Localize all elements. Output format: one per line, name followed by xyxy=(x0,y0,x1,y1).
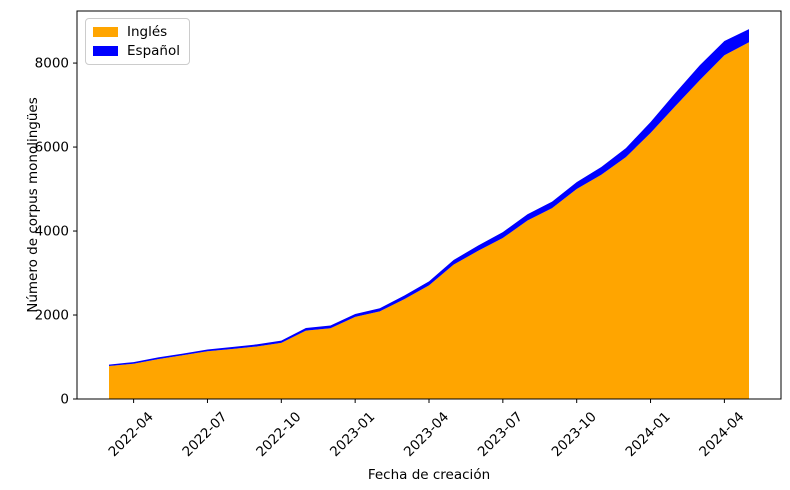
legend-entry-ingles: Inglés xyxy=(93,25,181,39)
y-tick-label: 6000 xyxy=(35,140,69,156)
x-tick-label: 2023-07 xyxy=(475,409,526,460)
x-tick-label: 2023-10 xyxy=(549,409,600,460)
legend-entry-espanol: Español xyxy=(93,44,181,58)
y-tick-label: 2000 xyxy=(35,308,69,324)
espanol-color-swatch xyxy=(93,46,118,57)
area-series-0 xyxy=(109,42,749,400)
x-tick-label: 2022-10 xyxy=(253,409,304,460)
x-axis-title: Fecha de creación xyxy=(367,467,491,483)
legend-label-espanol: Español xyxy=(127,43,180,60)
legend-label-ingles: Inglés xyxy=(127,24,168,40)
x-tick-label: 2022-04 xyxy=(106,409,157,460)
x-tick-label: 2022-07 xyxy=(179,409,230,460)
y-tick-label: 0 xyxy=(60,392,69,408)
legend: Inglés Español xyxy=(85,18,190,66)
ingles-color-swatch xyxy=(93,27,118,38)
x-tick-label: 2023-04 xyxy=(401,409,452,460)
x-tick-label: 2023-01 xyxy=(327,409,378,460)
y-tick-label: 4000 xyxy=(35,224,69,240)
y-axis-title: Número de corpus monolingües xyxy=(25,97,41,313)
x-tick-label: 2024-04 xyxy=(696,409,747,460)
x-tick-label: 2024-01 xyxy=(622,409,673,460)
y-tick-label: 8000 xyxy=(35,56,69,72)
